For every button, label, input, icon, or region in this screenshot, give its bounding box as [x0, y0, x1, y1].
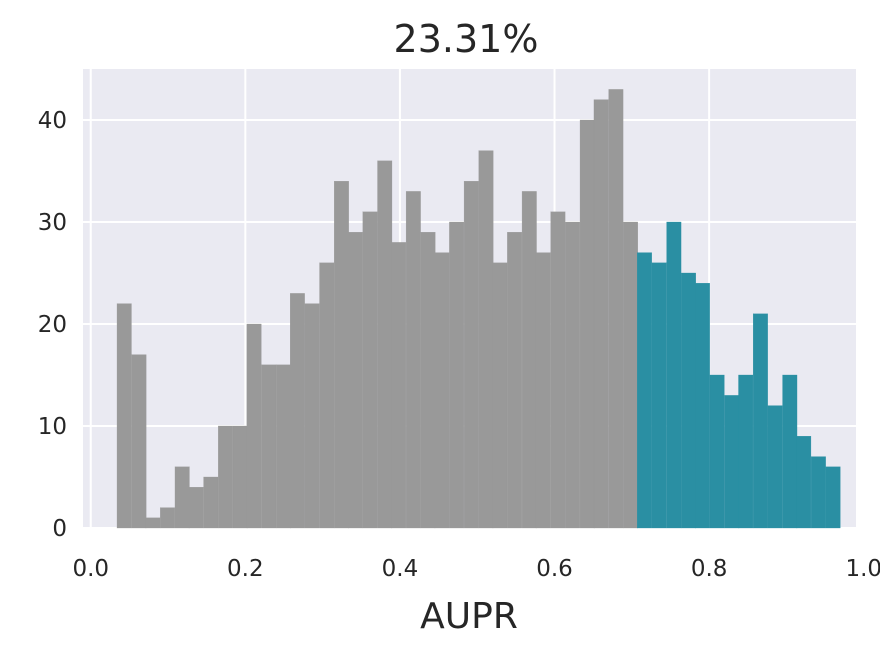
y-tick-label: 10	[38, 414, 67, 440]
histogram-bar	[767, 405, 783, 529]
histogram-bar	[145, 517, 161, 529]
histogram-bar	[319, 262, 335, 529]
histogram-bar	[579, 119, 595, 529]
histogram-bar	[174, 466, 190, 529]
histogram-bar	[782, 374, 798, 529]
histogram-bar	[334, 181, 349, 529]
histogram-bar	[608, 89, 624, 529]
histogram-bar	[565, 221, 580, 529]
histogram-bar	[232, 425, 248, 529]
histogram-bar	[681, 272, 696, 529]
histogram-bar	[290, 293, 305, 529]
histogram-bar	[420, 232, 436, 529]
histogram-bar	[391, 242, 407, 529]
histogram-bar	[160, 507, 175, 529]
histogram-bar	[724, 395, 740, 529]
y-tick-label: 30	[38, 210, 67, 236]
histogram-bar	[276, 364, 291, 529]
histogram-bar	[535, 252, 551, 529]
histogram-bar	[507, 232, 522, 529]
x-tick-label: 0.2	[227, 556, 264, 582]
histogram-bar	[188, 487, 204, 529]
histogram-bar	[405, 191, 421, 529]
y-tick-labels: 0 10 20 30 40	[38, 108, 67, 542]
histogram-bar	[637, 252, 652, 529]
histogram-bar	[825, 466, 841, 529]
x-tick-label: 0.0	[72, 556, 109, 582]
x-tick-label: 0.8	[691, 556, 728, 582]
histogram-bar	[811, 456, 826, 529]
x-tick-label: 1.0	[845, 556, 880, 582]
chart-title: 23.31%	[394, 17, 539, 61]
y-tick-label: 40	[38, 108, 67, 134]
histogram-bar	[651, 262, 667, 529]
histogram-bar	[449, 221, 465, 529]
histogram-bar	[116, 303, 132, 529]
x-tick-label: 0.6	[536, 556, 573, 582]
histogram-bar	[492, 262, 508, 529]
histogram-bar	[753, 313, 768, 529]
histogram-bar	[738, 374, 754, 529]
bars-group	[116, 89, 841, 529]
histogram-bar	[218, 425, 233, 529]
histogram-bar	[203, 476, 219, 529]
x-tick-label: 0.4	[382, 556, 419, 582]
histogram-bar	[666, 221, 682, 529]
histogram-bar	[347, 232, 363, 529]
x-tick-labels: 0.0 0.2 0.4 0.6 0.8 1.0	[72, 556, 880, 582]
histogram-bar	[593, 99, 609, 529]
histogram-bar	[377, 160, 393, 529]
histogram-bar	[796, 436, 812, 529]
histogram-bar	[478, 150, 494, 529]
histogram-bar	[246, 323, 262, 529]
y-tick-label: 20	[38, 312, 67, 338]
histogram-bar	[463, 181, 479, 529]
histogram-bar	[304, 303, 320, 529]
y-tick-label: 0	[52, 516, 67, 542]
x-axis-label: AUPR	[420, 596, 518, 637]
histogram-bar	[709, 374, 725, 529]
histogram-bar	[434, 252, 450, 529]
histogram-bar	[261, 364, 277, 529]
histogram-bar	[550, 211, 566, 529]
histogram-bar	[362, 211, 378, 529]
histogram-bar	[131, 354, 147, 529]
histogram-bar	[695, 283, 710, 529]
histogram-bar	[521, 191, 537, 529]
histogram-bar	[623, 221, 638, 529]
